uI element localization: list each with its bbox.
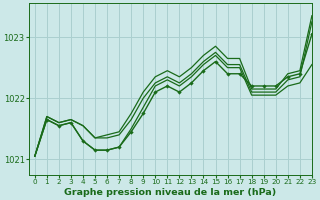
X-axis label: Graphe pression niveau de la mer (hPa): Graphe pression niveau de la mer (hPa) <box>64 188 276 197</box>
